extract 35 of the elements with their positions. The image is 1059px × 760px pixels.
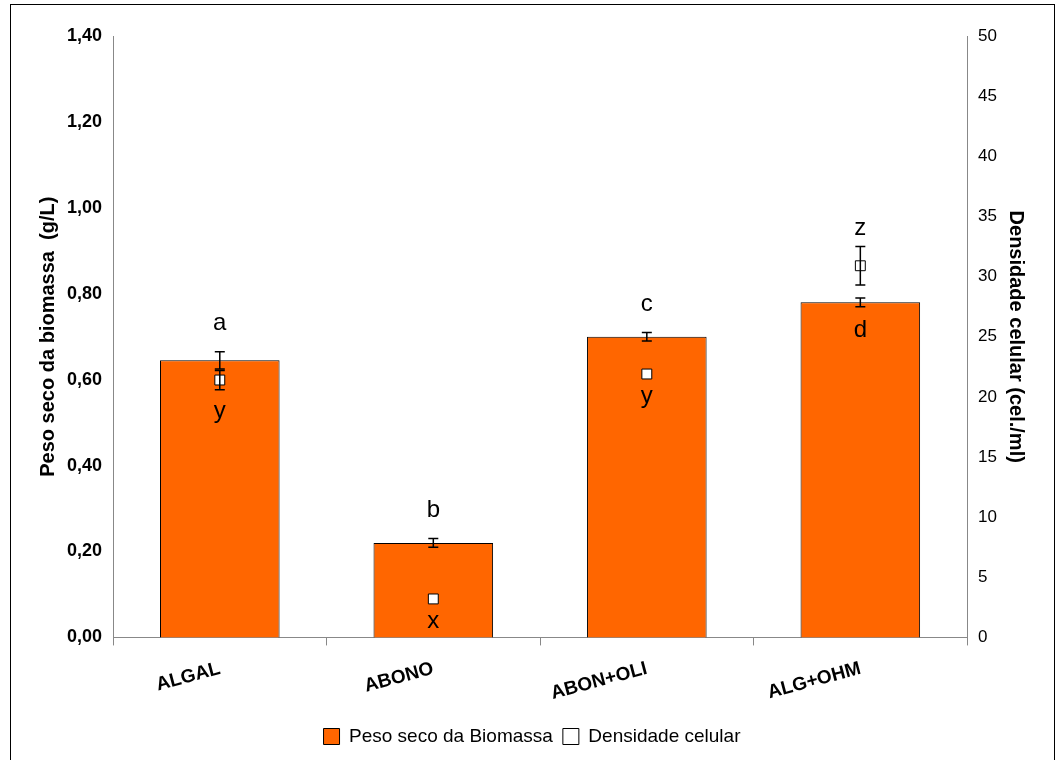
- y-tick-label: 0,20: [66, 540, 103, 561]
- y2-tick-label: 40: [978, 145, 998, 165]
- y-tick-label: 0,80: [66, 282, 103, 303]
- annotation: y: [213, 396, 226, 424]
- y-tick-label: 0,00: [66, 626, 103, 647]
- y2-tick-label: 50: [978, 25, 998, 45]
- y-tick-label: 1,20: [66, 110, 103, 131]
- point: [427, 593, 439, 605]
- y-tick-label: 0,60: [66, 368, 103, 389]
- x-tick-label: ABONO: [361, 657, 436, 696]
- annotation: x: [427, 605, 440, 633]
- annotation: y: [640, 380, 653, 408]
- y2-tick-label: 35: [978, 206, 998, 226]
- y2-tick-label: 20: [978, 386, 998, 406]
- legend-label: Densidade celular: [588, 724, 742, 746]
- annotation: d: [853, 315, 868, 343]
- annotation: z: [854, 213, 867, 241]
- annotation: b: [426, 495, 440, 523]
- y-tick-label: 1,00: [66, 196, 103, 217]
- y2-tick-label: 5: [978, 566, 988, 586]
- y2-tick-label: 30: [978, 266, 998, 286]
- y2-axis-title: Densidade celular (cel./ml): [1006, 210, 1029, 463]
- annotation: a: [213, 308, 228, 336]
- y2-tick-label: 0: [978, 627, 988, 647]
- y-axis-title: Peso seco da biomassa (g/L): [35, 196, 58, 477]
- y2-tick-label: 10: [978, 506, 998, 526]
- y-tick-label: 0,40: [66, 454, 103, 475]
- y2-tick-label: 25: [978, 326, 998, 346]
- y2-tick-label: 45: [978, 85, 998, 105]
- y-tick-label: 1,40: [66, 24, 103, 45]
- x-tick-label: ALGAL: [153, 656, 223, 695]
- legend-label: Peso seco da Biomassa: [349, 724, 554, 746]
- annotation: c: [640, 289, 653, 317]
- y2-tick-label: 15: [978, 446, 998, 466]
- point: [641, 368, 653, 380]
